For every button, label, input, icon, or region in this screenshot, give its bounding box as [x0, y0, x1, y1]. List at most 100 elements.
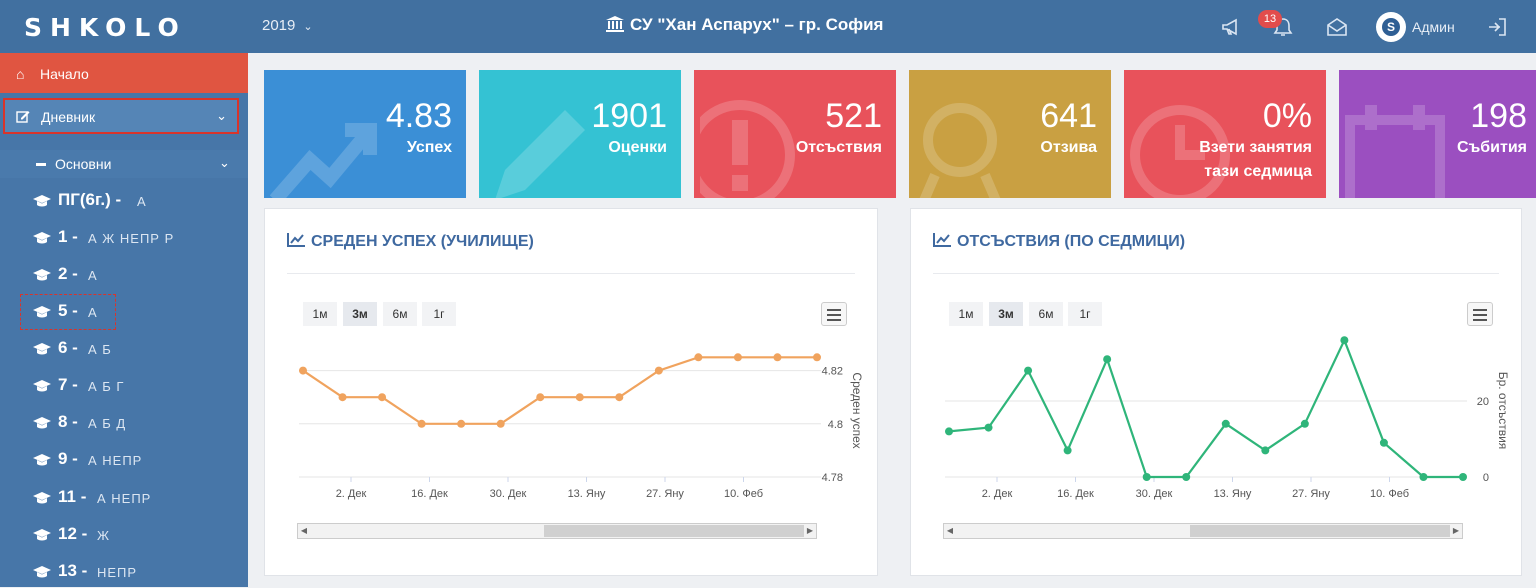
trend-up-icon — [270, 123, 377, 198]
y-tick-label: 20 — [1477, 396, 1489, 408]
stat-tile-reviews[interactable]: 641 Отзива — [909, 70, 1111, 198]
sidebar-grade-item[interactable]: 5 - А — [0, 298, 248, 328]
range-button-3m[interactable]: 3м — [989, 302, 1023, 326]
grade-divisions: А НЕПР — [97, 491, 152, 506]
data-point — [1221, 419, 1230, 428]
scroll-left-icon[interactable]: ◀ — [300, 526, 308, 535]
x-tick-label: 13. Яну — [1214, 488, 1252, 500]
chart-scrollbar[interactable]: ◀ ▶ — [943, 523, 1463, 539]
year-selector[interactable]: 2019 ⌄ — [262, 17, 313, 34]
scroll-left-icon[interactable]: ◀ — [946, 526, 954, 535]
line-chart-icon — [933, 233, 951, 247]
sidebar-grade-item[interactable]: 2 - А — [0, 261, 248, 291]
sidebar-grade-item[interactable]: 11 - А НЕПР — [0, 484, 248, 514]
tile-label: Отзива — [1040, 139, 1097, 156]
data-point — [536, 393, 545, 402]
logout-icon[interactable] — [1486, 16, 1508, 38]
graduation-cap-icon — [33, 529, 51, 541]
data-point — [496, 419, 505, 428]
grade-number: 1 - — [58, 227, 78, 246]
sidebar-item-label: Дневник — [41, 109, 96, 125]
scrollbar-thumb[interactable] — [1190, 525, 1450, 537]
grade-number: 6 - — [58, 338, 78, 357]
sidebar-grade-item[interactable]: 9 - А НЕПР — [0, 446, 248, 476]
stat-tile-events[interactable]: 198 Събития — [1339, 70, 1536, 198]
sidebar-grade-item[interactable]: 12 - Ж — [0, 521, 248, 551]
range-button-6m[interactable]: 6м — [1029, 302, 1063, 326]
data-point — [1261, 446, 1270, 455]
range-button-1m[interactable]: 1м — [303, 302, 337, 326]
sidebar-item-home[interactable]: ⌂ Начало — [0, 53, 248, 93]
data-point — [457, 419, 466, 428]
graduation-cap-icon — [33, 380, 51, 392]
grade-number: 2 - — [58, 264, 78, 283]
stat-tile-success[interactable]: 4.83 Успех — [264, 70, 466, 198]
y-axis-title: Бр. отсъствия — [1496, 372, 1510, 450]
sidebar-item-diary[interactable]: Дневник ⌄ — [3, 98, 239, 134]
grade-divisions: А Б Д — [88, 416, 127, 431]
avatar[interactable]: S — [1376, 12, 1406, 42]
stat-tile-lessons[interactable]: 0% Взети занятия тази седмица — [1124, 70, 1326, 198]
chart-panel-success: СРЕДЕН УСПЕХ (УЧИЛИЩЕ) 1м 3м 6м 1г 4.82 4… — [264, 208, 878, 576]
tile-value: 198 — [1470, 97, 1527, 135]
range-button-1y[interactable]: 1г — [422, 302, 456, 326]
scrollbar-thumb[interactable] — [544, 525, 804, 537]
scroll-right-icon[interactable]: ▶ — [806, 526, 814, 535]
range-button-1m[interactable]: 1м — [949, 302, 983, 326]
grade-number: 9 - — [58, 449, 78, 468]
stat-tile-absences[interactable]: 521 Отсъствия — [694, 70, 896, 198]
grade-number: ПГ(6г.) - — [58, 190, 122, 209]
x-tick-label: 30. Дек — [1136, 488, 1173, 500]
school-name: СУ "Хан Аспарух" – гр. София — [630, 15, 884, 34]
graduation-cap-icon — [33, 195, 51, 207]
x-tick-label: 10. Феб — [1370, 488, 1409, 500]
envelope-icon[interactable] — [1326, 16, 1348, 38]
range-button-6m[interactable]: 6м — [383, 302, 417, 326]
tile-label: Успех — [406, 139, 452, 156]
range-button-1y[interactable]: 1г — [1068, 302, 1102, 326]
graduation-cap-icon — [33, 454, 51, 466]
range-button-3m[interactable]: 3м — [343, 302, 377, 326]
user-name[interactable]: Админ — [1412, 19, 1455, 35]
tile-value: 1901 — [591, 97, 667, 135]
megaphone-icon[interactable] — [1220, 16, 1242, 38]
tile-label: Оценки — [608, 139, 667, 156]
grade-number: 11 - — [58, 487, 87, 506]
tile-value: 521 — [825, 97, 882, 135]
data-point — [733, 353, 742, 362]
logo[interactable]: SHKOLO — [24, 12, 228, 40]
sidebar-grade-item[interactable]: 13 - НЕПР — [0, 558, 248, 588]
chart-menu-button[interactable] — [1467, 302, 1493, 326]
data-point — [1459, 473, 1467, 481]
scroll-right-icon[interactable]: ▶ — [1452, 526, 1460, 535]
chevron-down-icon: ⌄ — [216, 108, 227, 123]
tile-value: 4.83 — [385, 97, 452, 135]
data-point — [654, 366, 663, 375]
sidebar-grade-item[interactable]: 7 - А Б Г — [0, 372, 248, 402]
y-tick-label: 4.78 — [822, 472, 843, 484]
grade-number: 13 - — [58, 561, 88, 580]
chart-canvas-absences: 20 0 2. Дек 16. Дек 30. Дек 13. Яну 27. Яну 10.… — [945, 336, 1510, 500]
graduation-cap-icon — [33, 269, 51, 281]
sidebar-grade-item[interactable]: 1 - А Ж НЕПР Р — [0, 224, 248, 254]
sidebar-grade-item[interactable]: 8 - А Б Д — [0, 409, 248, 439]
series-line — [302, 356, 817, 425]
chart-menu-button[interactable] — [821, 302, 847, 326]
sidebar-item-basic[interactable]: Основни ⌄ — [0, 150, 248, 178]
chevron-down-icon: ⌄ — [303, 21, 313, 33]
grade-divisions: А Б Г — [88, 379, 125, 394]
grade-number: 5 - — [58, 301, 78, 320]
data-point — [984, 423, 993, 432]
sidebar-grade-item[interactable]: ПГ(6г.) - А — [0, 187, 248, 217]
graduation-cap-icon — [33, 566, 51, 578]
logo-text: SHKOLO — [24, 13, 187, 40]
dash-icon — [36, 163, 46, 166]
pencil-icon — [495, 110, 585, 198]
data-point — [694, 353, 703, 362]
chart-canvas-success: 4.82 4.8 4.78 2. Дек 16. Дек 30. Дек 13. Яну 27… — [299, 353, 864, 500]
stat-tile-grades[interactable]: 1901 Оценки — [479, 70, 681, 198]
sidebar-grade-item[interactable]: 6 - А Б — [0, 335, 248, 365]
data-point — [945, 427, 953, 436]
sidebar-item-label: Основни — [55, 156, 112, 172]
chart-scrollbar[interactable]: ◀ ▶ — [297, 523, 817, 539]
